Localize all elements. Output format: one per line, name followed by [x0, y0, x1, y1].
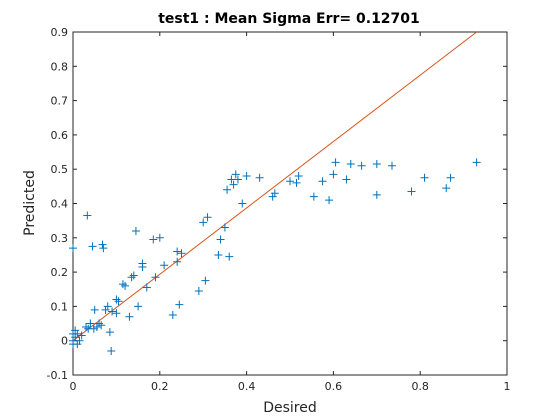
- data-point: [342, 175, 351, 184]
- data-points: [69, 158, 481, 355]
- y-tick-label: 0.1: [51, 300, 69, 313]
- data-point: [357, 161, 366, 170]
- data-point: [329, 170, 338, 179]
- data-point: [112, 309, 121, 318]
- x-tick-label: 0.2: [151, 380, 169, 393]
- data-point: [155, 233, 164, 242]
- data-point: [387, 161, 396, 170]
- data-point: [472, 158, 481, 167]
- plot-area: [72, 31, 508, 376]
- data-point: [214, 250, 223, 259]
- data-point: [346, 160, 355, 169]
- data-point: [286, 177, 294, 186]
- data-point: [69, 244, 77, 253]
- data-point: [292, 178, 301, 187]
- data-point: [242, 172, 251, 181]
- data-point: [309, 192, 318, 201]
- chart-title: test1 : Mean Sigma Err= 0.12701: [158, 11, 420, 27]
- data-point: [201, 276, 210, 285]
- y-tick-label: 0.6: [51, 129, 69, 142]
- data-point: [199, 218, 208, 227]
- y-tick-label: 0.8: [51, 60, 69, 73]
- data-point: [220, 223, 229, 232]
- y-tick-label: 0.9: [51, 26, 69, 39]
- data-point: [446, 173, 455, 182]
- y-axis-label: Predicted: [22, 170, 38, 236]
- x-tick-label: 0.6: [325, 380, 343, 393]
- data-point: [175, 300, 184, 309]
- data-point: [108, 307, 117, 316]
- data-point: [134, 302, 143, 311]
- data-point: [160, 261, 169, 270]
- data-point: [372, 160, 381, 169]
- x-tick-label: 1: [504, 380, 511, 393]
- data-point: [121, 281, 130, 290]
- data-point: [270, 189, 279, 198]
- data-point: [194, 286, 203, 295]
- data-point: [105, 328, 114, 337]
- data-point: [420, 173, 429, 182]
- reference-line: [72, 31, 477, 342]
- data-point: [131, 226, 140, 235]
- data-point: [149, 235, 158, 244]
- data-point: [255, 173, 264, 182]
- data-point: [231, 170, 240, 179]
- data-point: [325, 196, 334, 205]
- y-tick-label: 0.5: [51, 163, 69, 176]
- data-point: [177, 249, 186, 258]
- y-tick-label: -0.1: [47, 369, 68, 382]
- data-point: [125, 312, 134, 321]
- data-point: [97, 321, 106, 330]
- data-point: [173, 247, 182, 256]
- data-point: [318, 177, 327, 186]
- data-point: [103, 302, 112, 311]
- data-point: [142, 283, 151, 292]
- x-tick-label: 0: [70, 380, 77, 393]
- data-point: [238, 199, 247, 208]
- data-point: [90, 305, 99, 314]
- data-point: [407, 187, 416, 196]
- axis-ticks: 0 0.2 0.4 0.6 0.8 1-0.100.10.20.30.40.50.60.7…: [47, 26, 511, 393]
- data-point: [173, 257, 182, 266]
- data-point: [75, 336, 84, 345]
- data-point: [77, 331, 86, 340]
- data-point: [442, 184, 451, 193]
- data-point: [229, 180, 238, 189]
- data-point: [151, 273, 160, 282]
- data-point: [168, 310, 177, 319]
- data-point: [83, 211, 92, 220]
- data-point: [233, 175, 242, 184]
- data-point: [372, 190, 381, 199]
- y-tick-label: 0.3: [51, 232, 69, 245]
- data-point: [114, 297, 123, 306]
- data-point: [203, 213, 212, 222]
- y-tick-label: 0: [61, 335, 68, 348]
- data-point: [99, 244, 108, 253]
- data-point: [129, 271, 138, 280]
- data-point: [225, 252, 234, 261]
- y-tick-label: 0.7: [51, 95, 69, 108]
- data-point: [107, 346, 116, 355]
- y-tick-label: 0.2: [51, 266, 69, 279]
- x-axis-label: Desired: [263, 400, 317, 416]
- data-point: [86, 319, 95, 328]
- data-point: [98, 240, 107, 249]
- data-point: [216, 235, 225, 244]
- data-point: [331, 158, 340, 167]
- data-point: [294, 172, 303, 181]
- data-point: [73, 329, 82, 338]
- reference-line-group: [72, 31, 477, 342]
- x-tick-label: 0.4: [238, 380, 256, 393]
- y-tick-label: 0.4: [51, 198, 69, 211]
- data-point: [223, 185, 232, 194]
- data-point: [88, 242, 97, 251]
- data-point: [138, 259, 147, 268]
- x-tick-label: 0.8: [411, 380, 429, 393]
